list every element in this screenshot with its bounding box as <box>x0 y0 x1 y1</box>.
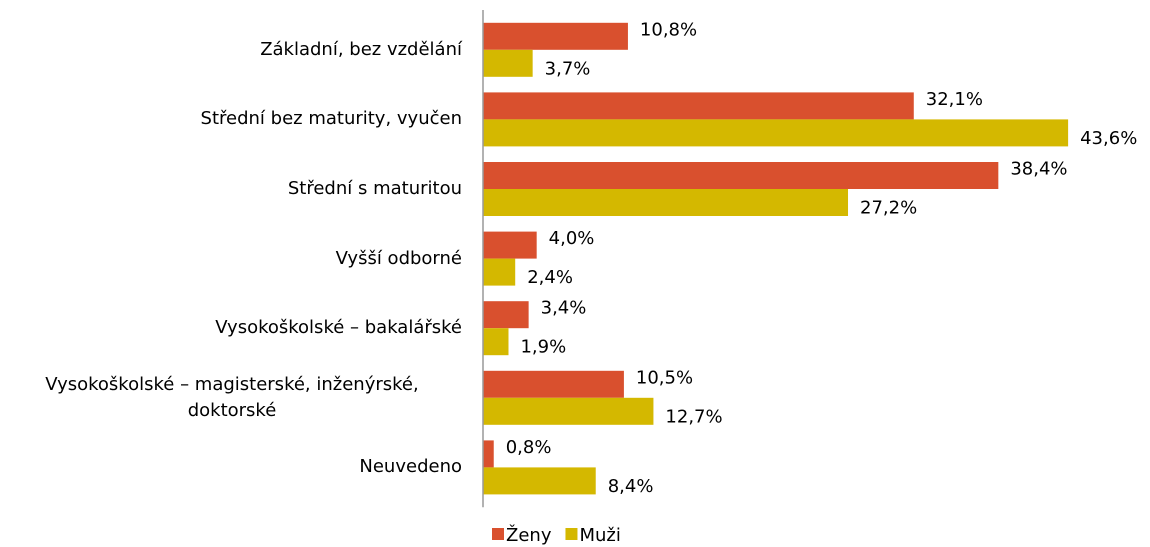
value-label: 10,5% <box>636 367 693 388</box>
value-label: 4,0% <box>549 228 595 249</box>
category-label: Střední s maturitou <box>0 159 462 219</box>
value-label: 3,7% <box>545 58 591 79</box>
bar <box>483 301 529 329</box>
category-label: Vysokoškolské – magisterské, inženýrské,… <box>0 368 462 428</box>
category-label: Vyšší odborné <box>0 229 462 289</box>
value-label: 10,8% <box>640 19 697 40</box>
bar <box>483 370 624 398</box>
legend-label: Muži <box>579 525 620 546</box>
bar <box>483 467 596 495</box>
category-label: Neuvedeno <box>0 437 462 497</box>
value-label: 12,7% <box>665 406 722 427</box>
bar <box>483 92 914 120</box>
category-text: Vysokoškolské – bakalářské <box>215 317 462 339</box>
value-label: 3,4% <box>541 298 587 319</box>
value-label: 8,4% <box>608 476 654 497</box>
legend-swatch <box>565 528 578 540</box>
bar <box>483 49 533 77</box>
bar <box>483 328 509 356</box>
category-text: Vysokoškolské – magisterské, inženýrské,… <box>45 373 419 421</box>
value-label: 32,1% <box>926 89 983 110</box>
legend-swatch <box>492 528 504 540</box>
category-text: Vyšší odborné <box>335 247 462 269</box>
bar <box>483 440 494 468</box>
bar <box>483 119 1069 147</box>
bar <box>483 22 628 50</box>
bar <box>483 231 537 259</box>
category-label: Vysokoškolské – bakalářské <box>0 298 462 358</box>
value-label: 38,4% <box>1010 159 1067 180</box>
category-text: Neuvedeno <box>359 456 462 478</box>
category-text: Střední bez maturity, vyučen <box>200 108 462 130</box>
bar <box>483 258 516 286</box>
category-label: Základní, bez vzdělání <box>0 20 462 80</box>
bar <box>483 397 654 425</box>
value-label: 27,2% <box>860 198 917 219</box>
value-label: 1,9% <box>520 337 566 358</box>
value-label: 2,4% <box>527 267 573 288</box>
value-label: 43,6% <box>1080 128 1137 149</box>
category-label: Střední bez maturity, vyučen <box>0 89 462 149</box>
category-text: Střední s maturitou <box>287 178 462 199</box>
legend-label: Ženy <box>506 524 552 546</box>
value-label: 0,8% <box>506 437 552 458</box>
bar <box>483 162 999 189</box>
category-text: Základní, bez vzdělání <box>260 38 462 60</box>
bar <box>483 189 849 216</box>
